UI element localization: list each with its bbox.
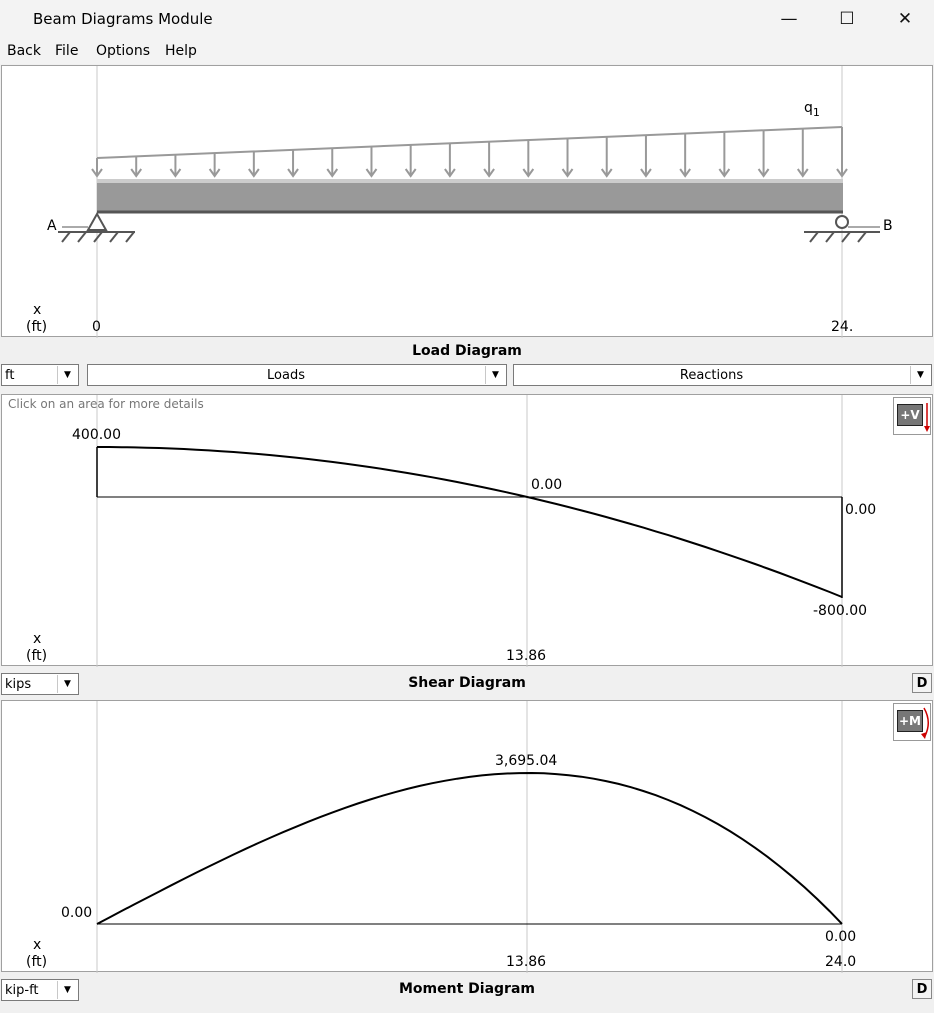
pin-support-icon xyxy=(86,211,108,231)
maximize-button[interactable]: ☐ xyxy=(839,9,855,29)
load-arrow-head xyxy=(91,168,103,178)
load-arrow-head xyxy=(757,168,770,178)
load-arrow-head xyxy=(365,168,378,178)
moment-sign-icon: +M xyxy=(897,710,923,732)
load-arrow-head xyxy=(836,168,848,178)
shear-diagram-caption: Shear Diagram xyxy=(408,675,526,691)
x-end-label: 24. xyxy=(831,319,854,335)
load-arrow-head xyxy=(640,168,652,178)
menu-options[interactable]: Options xyxy=(96,43,151,59)
moment-max-label: 3,695.04 xyxy=(495,753,558,769)
shear-diagram-chart xyxy=(96,395,843,667)
close-button[interactable]: ✕ xyxy=(897,9,913,29)
chevron-down-icon: ▼ xyxy=(485,366,505,384)
down-arrow-icon xyxy=(924,403,930,432)
x-axis-symbol: x xyxy=(33,631,42,647)
load-arrow-head xyxy=(522,168,535,178)
moment-diagram-caption: Moment Diagram xyxy=(399,981,535,997)
distributed-load-line xyxy=(96,126,843,159)
load-arrow-head xyxy=(600,168,613,178)
shear-max-label: 400.00 xyxy=(72,427,121,443)
load-label: q1 xyxy=(804,100,820,119)
menu-bar: Back File Options Help xyxy=(0,38,934,64)
x-axis-symbol: x xyxy=(33,937,42,953)
shear-detail-button[interactable]: D xyxy=(912,673,932,693)
moment-end-x-label: 24.0 xyxy=(825,954,857,970)
x-start-label: 0 xyxy=(92,319,101,335)
curved-arrow-icon xyxy=(921,707,929,739)
load-arrow-head xyxy=(404,168,417,178)
load-arrow-head xyxy=(248,168,260,178)
chevron-down-icon: ▼ xyxy=(910,366,930,384)
x-axis-unit: (ft) xyxy=(26,319,48,335)
x-axis-unit: (ft) xyxy=(26,648,48,664)
beam xyxy=(97,179,843,212)
load-arrow-head xyxy=(483,168,495,178)
chevron-down-icon: ▼ xyxy=(57,981,77,999)
chevron-down-icon: ▼ xyxy=(57,366,77,384)
title-bar: Beam Diagrams Module — ☐ ✕ xyxy=(0,0,934,38)
loads-select[interactable]: Loads ▼ xyxy=(87,364,507,386)
load-arrow-head xyxy=(561,168,574,178)
window-title: Beam Diagrams Module xyxy=(33,10,213,28)
load-arrow-head xyxy=(796,168,809,178)
moment-curve xyxy=(96,771,843,925)
shear-zero-x-label: 13.86 xyxy=(506,648,547,664)
shear-unit-select[interactable]: kips ▼ xyxy=(1,673,79,695)
x-axis-unit: (ft) xyxy=(26,954,48,970)
moment-unit-select[interactable]: kip-ft ▼ xyxy=(1,979,79,1001)
support-a-label: A xyxy=(47,218,57,234)
load-arrows xyxy=(91,127,848,178)
moment-start-label: 0.00 xyxy=(61,905,93,921)
moment-sign-button[interactable]: +M xyxy=(893,703,931,741)
menu-file[interactable]: File xyxy=(55,43,79,59)
load-diagram-caption: Load Diagram xyxy=(412,343,522,359)
shear-curve xyxy=(97,446,843,598)
menu-back[interactable]: Back xyxy=(7,43,41,59)
shear-sign-button[interactable]: +V xyxy=(893,397,931,435)
moment-end-label: 0.00 xyxy=(825,929,857,945)
load-arrow-head xyxy=(679,168,691,178)
minimize-button[interactable]: — xyxy=(780,9,798,29)
hint-text: Click on an area for more details xyxy=(8,397,204,411)
load-diagram-panel[interactable]: q1 A B x (ft) 0 24. xyxy=(1,65,933,338)
load-arrow-head xyxy=(718,168,731,178)
moment-detail-button[interactable]: D xyxy=(912,979,932,999)
load-arrow-head xyxy=(169,168,182,178)
moment-diagram-chart xyxy=(96,701,843,973)
roller-support-icon xyxy=(835,215,849,229)
support-b-label: B xyxy=(883,218,893,234)
load-arrow-head xyxy=(208,168,221,178)
shear-min-label: -800.00 xyxy=(813,603,868,619)
shear-zero-label: 0.00 xyxy=(531,477,563,493)
load-arrow-head xyxy=(130,168,143,178)
shear-diagram-panel[interactable]: Click on an area for more details 400.00… xyxy=(1,394,933,667)
shear-sign-icon: +V xyxy=(897,404,923,426)
moment-max-x-label: 13.86 xyxy=(506,954,547,970)
load-arrow-head xyxy=(326,168,339,178)
length-unit-select[interactable]: ft ▼ xyxy=(1,364,79,386)
moment-diagram-panel[interactable]: 0.00 3,695.04 0.00 x (ft) 13.86 24.0 +M xyxy=(1,700,933,973)
menu-help[interactable]: Help xyxy=(165,43,197,59)
reactions-select[interactable]: Reactions ▼ xyxy=(513,364,932,386)
x-axis-symbol: x xyxy=(33,302,42,318)
shear-end-zero-label: 0.00 xyxy=(845,502,877,518)
chevron-down-icon: ▼ xyxy=(57,675,77,693)
load-diagram-drawing xyxy=(58,66,880,338)
load-arrow-head xyxy=(287,168,299,178)
load-arrow-head xyxy=(444,168,456,178)
